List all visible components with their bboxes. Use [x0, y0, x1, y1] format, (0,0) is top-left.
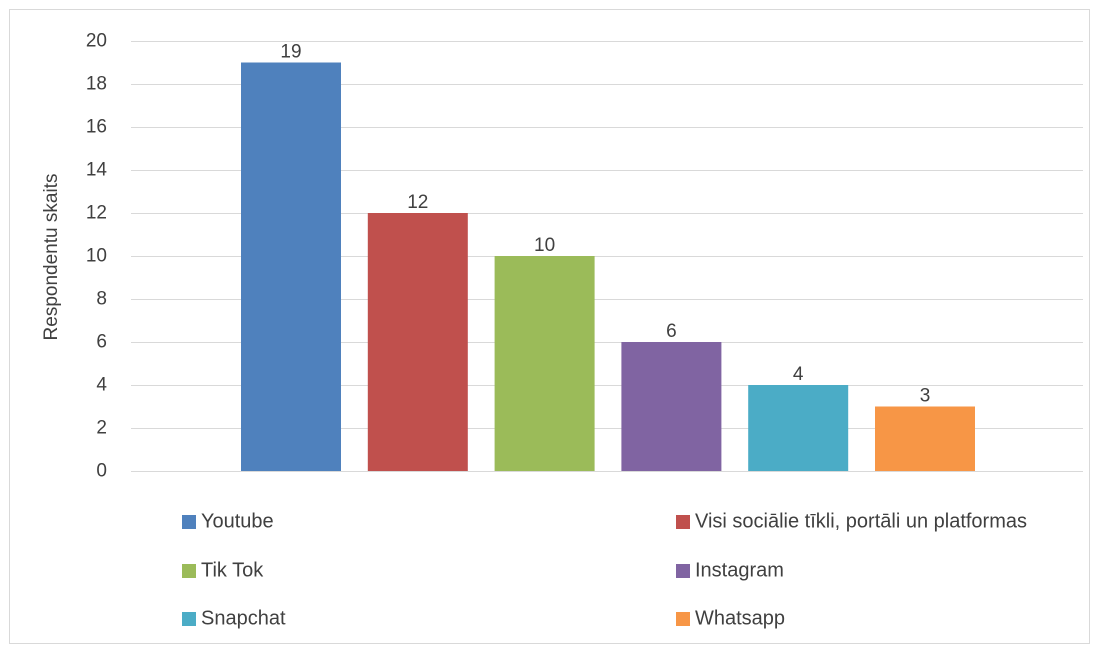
legend: Youtube Visi sociālie tīkli, portāli un p…: [182, 510, 1027, 629]
legend-swatch: [182, 564, 196, 578]
data-label: 4: [793, 364, 804, 385]
bar-tik-tok: [494, 256, 595, 471]
bar-whatsapp: [875, 406, 975, 471]
data-label: 19: [280, 42, 301, 63]
y-tick-label: 14: [86, 160, 108, 181]
y-tick-label: 18: [86, 74, 107, 95]
bar-youtube: [241, 62, 341, 471]
y-axis-ticks: 0 2 4 6 8 10 12 14 16 18 20: [86, 31, 108, 482]
legend-swatch: [676, 564, 690, 578]
data-label: 3: [920, 386, 931, 407]
y-tick-label: 12: [86, 203, 107, 224]
bar-visi-soci-lie-t-kli-port-li-un-platformas: [367, 213, 468, 471]
data-label: 12: [407, 192, 428, 213]
legend-label: Youtube: [201, 510, 274, 532]
bars: [241, 62, 975, 471]
legend-label: Instagram: [695, 559, 784, 581]
legend-swatch: [182, 515, 196, 529]
legend-label: Whatsapp: [695, 607, 785, 629]
y-tick-label: 8: [96, 289, 107, 310]
y-tick-label: 6: [96, 332, 107, 353]
legend-label: Snapchat: [201, 607, 286, 629]
y-tick-label: 10: [86, 246, 107, 267]
y-tick-label: 2: [96, 418, 107, 439]
legend-swatch: [676, 515, 690, 529]
bar-snapchat: [748, 385, 849, 471]
bar-instagram: [621, 342, 722, 471]
legend-label: Visi sociālie tīkli, portāli un platform…: [695, 510, 1027, 532]
legend-swatch: [182, 612, 196, 626]
data-label: 10: [534, 235, 555, 256]
y-tick-label: 16: [86, 117, 107, 138]
data-label: 6: [666, 321, 677, 342]
y-axis-label: Respondentu skaits: [41, 174, 62, 341]
legend-swatch: [676, 612, 690, 626]
legend-label: Tik Tok: [201, 559, 264, 581]
y-tick-label: 20: [86, 31, 107, 52]
y-tick-label: 0: [96, 461, 107, 482]
data-labels: 19 12 10 6 4 3: [280, 42, 930, 407]
y-tick-label: 4: [96, 375, 107, 396]
